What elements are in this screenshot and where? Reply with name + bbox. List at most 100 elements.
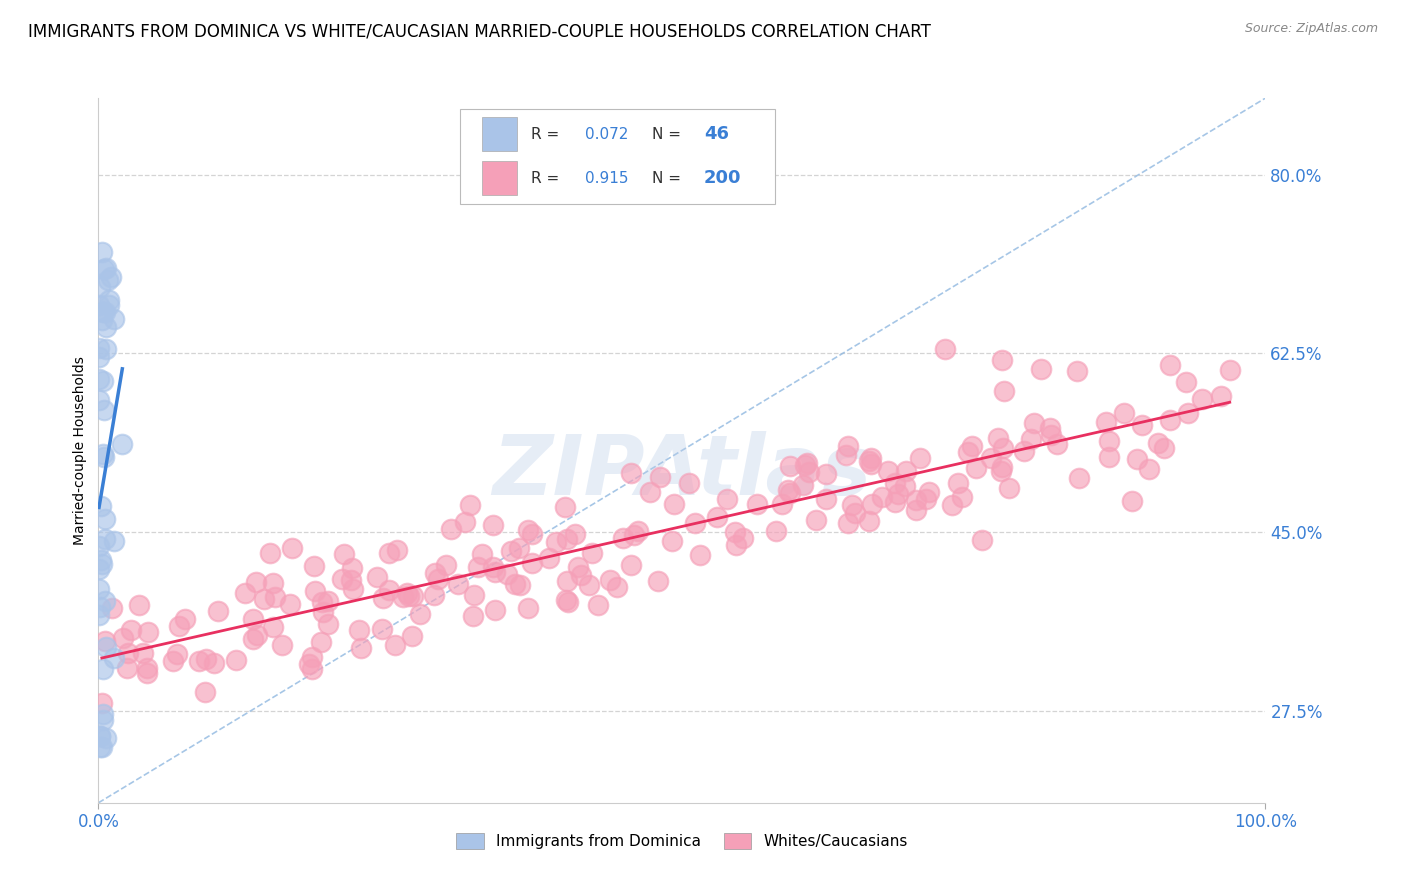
- Point: [1146, 435, 1168, 450]
- Point: [96, 261, 118, 276]
- Point: [678, 476, 700, 491]
- Point: [340, 573, 363, 587]
- Point: [91, 558, 114, 572]
- Point: [350, 641, 373, 656]
- Point: [1019, 433, 1042, 447]
- Point: [90, 697, 112, 711]
- Point: [90, 552, 112, 566]
- Point: [1039, 421, 1062, 435]
- Point: [87, 582, 110, 597]
- Point: [884, 495, 907, 509]
- Point: [90, 739, 112, 754]
- Point: [233, 586, 256, 600]
- Point: [620, 467, 643, 481]
- Point: [569, 567, 592, 582]
- Point: [398, 590, 420, 604]
- Point: [1191, 392, 1213, 406]
- Point: [409, 607, 432, 621]
- Point: [91, 661, 114, 675]
- Point: [89, 350, 111, 364]
- Point: [91, 374, 114, 388]
- Point: [991, 442, 1014, 456]
- Point: [578, 578, 600, 592]
- Point: [301, 649, 323, 664]
- Point: [804, 513, 827, 527]
- Point: [458, 499, 481, 513]
- Point: [425, 566, 447, 580]
- Point: [555, 533, 578, 547]
- Point: [93, 261, 115, 276]
- Point: [103, 651, 125, 665]
- Point: [98, 293, 121, 307]
- Point: [884, 475, 907, 490]
- Point: [484, 565, 506, 579]
- Point: [93, 447, 115, 461]
- Point: [1031, 362, 1053, 376]
- Point: [333, 548, 356, 562]
- Point: [844, 506, 866, 520]
- Point: [242, 632, 264, 646]
- Point: [245, 575, 267, 590]
- Point: [797, 465, 820, 479]
- Point: [120, 623, 142, 637]
- Point: [1095, 415, 1118, 429]
- Point: [770, 497, 793, 511]
- Point: [97, 297, 120, 311]
- Point: [517, 523, 540, 537]
- Point: [427, 572, 450, 586]
- Point: [91, 714, 114, 728]
- Point: [384, 639, 406, 653]
- Text: Source: ZipAtlas.com: Source: ZipAtlas.com: [1244, 22, 1378, 36]
- Point: [858, 514, 880, 528]
- Point: [262, 620, 284, 634]
- Point: [1098, 450, 1121, 464]
- Point: [914, 491, 936, 506]
- Point: [860, 450, 883, 465]
- Text: ZIPAtlas: ZIPAtlas: [492, 431, 872, 512]
- Point: [941, 498, 963, 512]
- Point: [111, 437, 134, 451]
- Point: [917, 485, 939, 500]
- Point: [89, 372, 111, 386]
- Point: [115, 661, 138, 675]
- Bar: [482, 118, 517, 151]
- Point: [960, 439, 983, 453]
- Point: [991, 353, 1014, 368]
- Point: [378, 546, 401, 560]
- Point: [1066, 364, 1088, 378]
- Point: [606, 580, 628, 594]
- Text: N =: N =: [651, 127, 686, 142]
- Point: [132, 646, 155, 660]
- Point: [195, 652, 218, 666]
- Point: [90, 499, 112, 513]
- Point: [136, 624, 159, 639]
- Point: [422, 588, 444, 602]
- Point: [447, 577, 470, 591]
- Point: [1130, 418, 1153, 433]
- Point: [278, 598, 301, 612]
- Point: [135, 661, 157, 675]
- Point: [872, 490, 894, 504]
- Point: [779, 485, 801, 500]
- Point: [792, 477, 814, 491]
- Point: [661, 533, 683, 548]
- Point: [886, 487, 908, 501]
- Point: [280, 541, 302, 556]
- Point: [262, 575, 284, 590]
- Point: [87, 608, 110, 623]
- Point: [564, 527, 586, 541]
- Point: [554, 500, 576, 515]
- Point: [340, 561, 363, 575]
- Point: [202, 656, 225, 670]
- Point: [638, 485, 661, 500]
- Point: [371, 623, 394, 637]
- Point: [259, 545, 281, 559]
- Point: [1046, 437, 1069, 451]
- Point: [554, 593, 576, 607]
- Point: [454, 516, 477, 530]
- Point: [366, 570, 388, 584]
- Point: [101, 600, 124, 615]
- Point: [96, 731, 118, 746]
- Point: [94, 512, 117, 526]
- Point: [987, 432, 1010, 446]
